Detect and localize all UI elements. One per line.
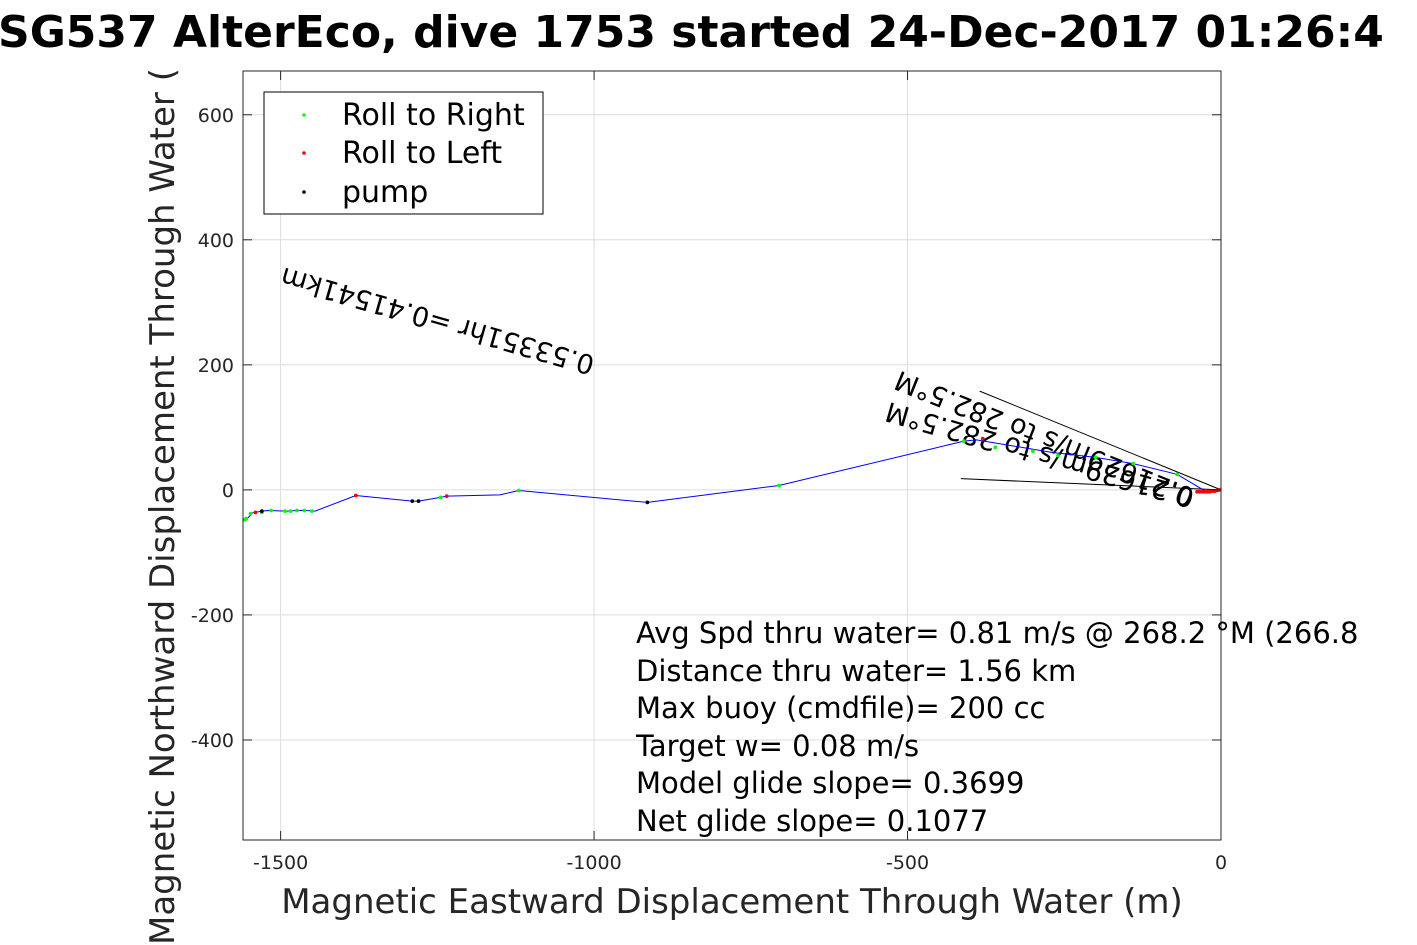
track-layer <box>244 439 1222 521</box>
annotations: 0.21629m/s to 282.5°M0.21629m/s to 282.5… <box>277 260 1222 513</box>
stat-distance: Distance thru water= 1.56 km <box>636 654 1076 688</box>
pump-point <box>259 509 264 514</box>
stat-avg-speed: Avg Spd thru water= 0.81 m/s @ 268.2 °M … <box>636 616 1358 650</box>
legend-label-roll-left: Roll to Left <box>342 136 502 171</box>
roll-right-point <box>962 439 966 444</box>
current-vector-line <box>979 390 1222 491</box>
roll-right-point <box>248 511 253 516</box>
legend-label-roll-right: Roll to Right <box>342 98 525 133</box>
pump-point <box>645 500 650 505</box>
x-tick-label: -500 <box>886 852 929 874</box>
roll-right-point <box>283 509 287 514</box>
roll-right-point <box>288 509 293 514</box>
x-tick-label: 0 <box>1215 852 1227 874</box>
y-tick-label: 0 <box>222 480 234 502</box>
stat-model-glide: Model glide slope= 0.3699 <box>636 766 1024 800</box>
roll-left-point <box>1195 489 1200 494</box>
roll-left-point <box>253 510 258 515</box>
pump-point <box>416 499 421 504</box>
roll-right-point <box>295 508 299 513</box>
roll-right-point <box>1056 453 1060 458</box>
y-tick-label: -200 <box>191 605 234 627</box>
chart-title: SG537 AlterEco, dive 1753 started 24-Dec… <box>0 7 1384 58</box>
stats-block: Avg Spd thru water= 0.81 m/s @ 268.2 °M … <box>635 616 1358 838</box>
roll-right-point <box>777 483 781 488</box>
legend-box <box>263 91 544 215</box>
y-axis-label: Magnetic Northward Displacement Through … <box>143 68 183 945</box>
legend: Roll to Right Roll to Left pump <box>263 91 544 215</box>
current-annotation: 0.53351hr =0.41541km <box>277 260 598 379</box>
roll-right-point <box>302 508 307 513</box>
stat-target-w: Target w= 0.08 m/s <box>635 729 919 763</box>
legend-marker-roll-left <box>302 151 306 155</box>
roll-right-point <box>1093 455 1098 460</box>
roll-right-point <box>1131 461 1136 466</box>
current-annotation: 0.21629m/s to 282.5°M <box>882 395 1198 513</box>
y-tick-label: 200 <box>198 355 234 377</box>
current-vector-line <box>960 478 1222 491</box>
x-tick-label: -1500 <box>253 852 308 874</box>
roll-right-point <box>516 488 521 493</box>
ticks: -1500 -1000 -500 0 -400 -200 0 200 400 600 <box>191 71 1227 874</box>
roll-right-point <box>1175 472 1180 477</box>
x-tick-label: -1000 <box>566 852 621 874</box>
dive-track-line <box>244 439 1222 521</box>
legend-label-pump: pump <box>342 175 428 210</box>
points-layer <box>242 436 1222 522</box>
stat-max-buoy: Max buoy (cmdfile)= 200 cc <box>636 691 1045 725</box>
roll-right-point <box>269 508 274 513</box>
roll-right-point <box>310 509 314 514</box>
grid <box>243 71 1222 840</box>
roll-left-point <box>980 436 985 441</box>
stat-net-glide: Net glide slope= 0.1077 <box>636 804 988 838</box>
y-tick-label: 400 <box>198 230 234 252</box>
y-tick-label: 600 <box>198 105 234 127</box>
legend-marker-roll-right <box>302 113 306 117</box>
roll-left-point <box>444 494 449 499</box>
x-axis-label: Magnetic Eastward Displacement Through W… <box>281 882 1183 922</box>
y-tick-label: -400 <box>191 730 234 752</box>
roll-right-point <box>1031 449 1035 454</box>
roll-left-point <box>353 493 358 498</box>
legend-marker-pump <box>302 190 306 194</box>
pump-point <box>410 499 415 504</box>
roll-right-point <box>993 445 998 450</box>
plot-frame <box>242 70 1222 841</box>
roll-right-point <box>438 495 443 500</box>
